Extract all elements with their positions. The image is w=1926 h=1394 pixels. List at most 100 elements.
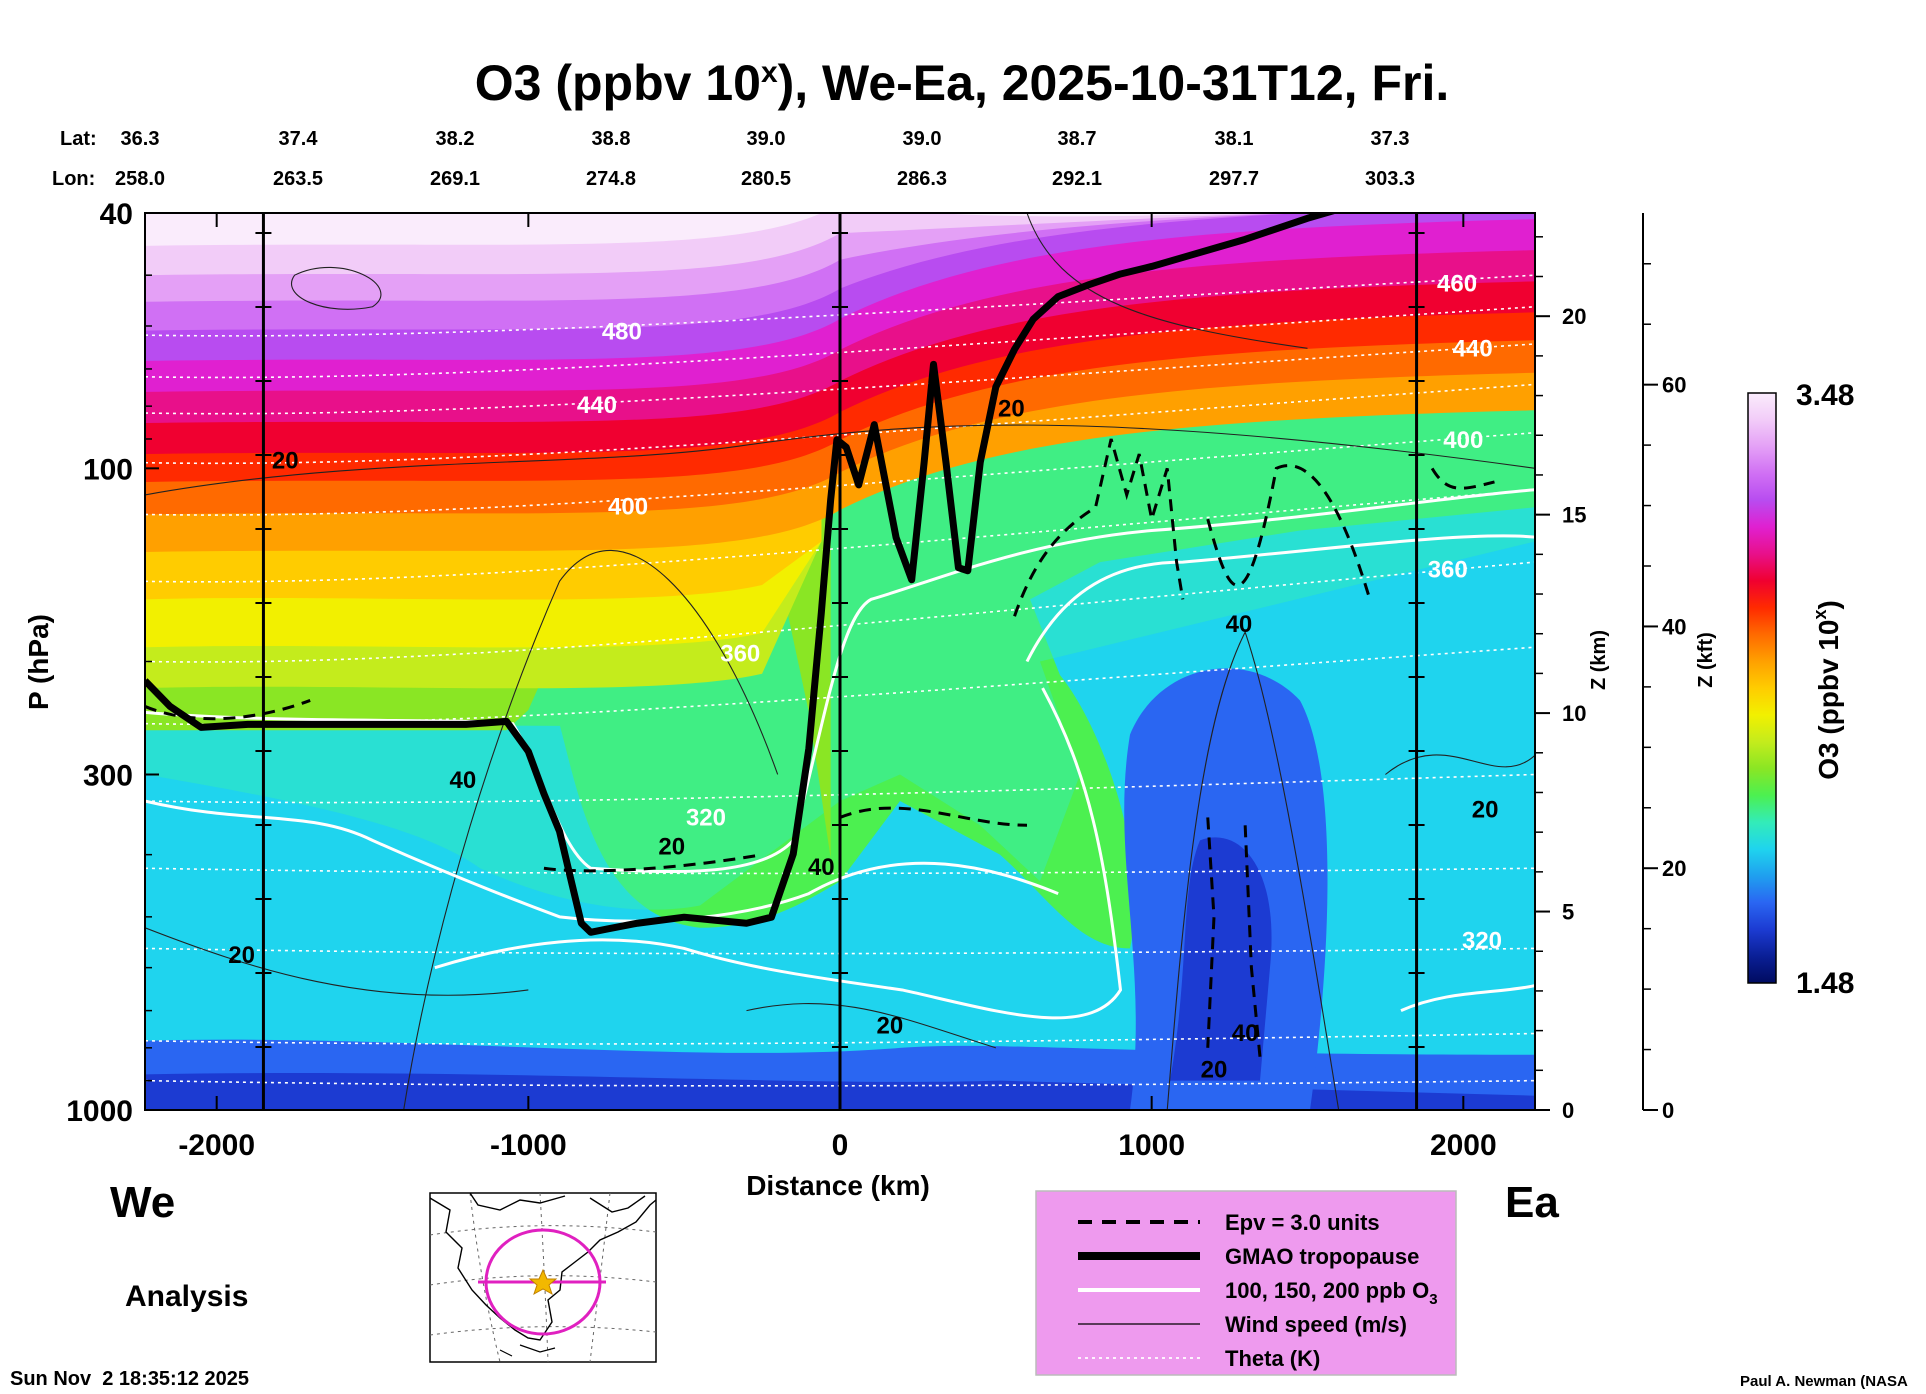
lat-value: 36.3 xyxy=(121,128,160,150)
lon-value: 280.5 xyxy=(741,168,791,190)
lon-value: 303.3 xyxy=(1365,168,1415,190)
wind-speed-line xyxy=(291,266,382,310)
theta-label: 360 xyxy=(720,641,760,668)
lat-value: 39.0 xyxy=(903,128,942,150)
theta-line xyxy=(145,431,1535,516)
tropopause-line xyxy=(145,213,1339,936)
z-kft-tick-label: 60 xyxy=(1662,373,1686,398)
wind-label: 40 xyxy=(808,854,835,881)
epv-line xyxy=(839,806,1028,827)
lat-lon-values: 36.3 37.4 38.2 38.8 39.0 39.0 38.7 38.1 37.3 258.… xyxy=(115,128,1415,190)
inset-map xyxy=(429,1192,657,1363)
z-km-tick-label: 0 xyxy=(1562,1098,1574,1123)
epv-line xyxy=(543,853,763,873)
field-band xyxy=(145,213,1535,246)
contour-overlays: 4804404003603204604404003603202020402040… xyxy=(145,213,1535,1110)
wind-speed-line xyxy=(145,927,529,996)
theta-label: 440 xyxy=(1453,336,1493,363)
chart-title: O3 (ppbv 10x), We-Ea, 2025-10-31T12, Fri… xyxy=(475,55,1449,111)
lon-value: 292.1 xyxy=(1052,168,1102,190)
z-km-tick-label: 20 xyxy=(1562,304,1586,329)
wind-speed-line xyxy=(1385,754,1535,775)
theta-line xyxy=(145,867,1535,875)
lat-value: 38.2 xyxy=(436,128,475,150)
ozone-contour xyxy=(434,687,1123,1020)
z-km-tick-label: 15 xyxy=(1562,503,1586,528)
theta-label: 360 xyxy=(1428,557,1468,584)
z-kft-axis-label: Z (kft) xyxy=(1695,632,1717,688)
epv-line xyxy=(1206,817,1263,1065)
epv-line xyxy=(1430,467,1495,490)
z-km-tick-label: 5 xyxy=(1562,900,1574,925)
z-kft-tick-label: 20 xyxy=(1662,856,1686,881)
epv-line xyxy=(1206,464,1372,600)
x-tick-label: -1000 xyxy=(490,1129,567,1162)
theta-line xyxy=(145,383,1535,465)
wind-label: 20 xyxy=(1472,796,1499,823)
wind-label: 20 xyxy=(877,1013,904,1040)
x-tick-label: 2000 xyxy=(1430,1129,1497,1162)
z-kft-tick-label: 40 xyxy=(1662,614,1686,639)
lat-value: 38.1 xyxy=(1215,128,1254,150)
colorbar-min-label: 1.48 xyxy=(1796,967,1854,1000)
lon-value: 263.5 xyxy=(273,168,323,190)
lon-value: 269.1 xyxy=(430,168,480,190)
theta-label: 400 xyxy=(1443,427,1483,454)
wind-label: 20 xyxy=(272,447,299,474)
analysis-label: Analysis xyxy=(125,1280,248,1313)
ozone-field xyxy=(145,213,1535,1110)
legend: Epv = 3.0 units GMAO tropopause 100, 150, … xyxy=(1035,1190,1457,1376)
lat-value: 37.3 xyxy=(1371,128,1410,150)
theta-label: 400 xyxy=(608,493,648,520)
map-center-star-icon xyxy=(528,1268,558,1296)
lon-value: 258.0 xyxy=(115,168,165,190)
y-tick-label: 100 xyxy=(83,453,133,486)
wind-label: 40 xyxy=(1226,611,1253,638)
x-tick-label: -2000 xyxy=(178,1129,255,1162)
y-tick-label: 300 xyxy=(83,759,133,792)
theta-label: 460 xyxy=(1437,270,1477,297)
colorbar: 3.48 1.48 O3 (ppbv 10x) xyxy=(1747,379,1854,1000)
wind-label: 20 xyxy=(998,395,1025,422)
wind-speed-line xyxy=(1166,630,1340,1110)
legend-label: GMAO tropopause xyxy=(1225,1244,1419,1269)
wind-label: 40 xyxy=(450,767,477,794)
theta-line xyxy=(145,343,1535,415)
wind-speed-line xyxy=(746,1003,996,1049)
wind-label: 20 xyxy=(658,834,685,861)
z-km-tick-label: 10 xyxy=(1562,701,1586,726)
theta-label: 320 xyxy=(686,804,726,831)
credit: Paul A. Newman (NASA xyxy=(1740,1373,1908,1390)
lat-value: 38.7 xyxy=(1058,128,1097,150)
legend-label: Theta (K) xyxy=(1225,1346,1320,1371)
y-axis-label: P (hPa) xyxy=(23,614,54,710)
lat-value: 38.8 xyxy=(592,128,631,150)
west-label: We xyxy=(110,1178,175,1227)
ozone-contour xyxy=(1025,534,1535,663)
theta-line xyxy=(145,1032,1535,1045)
east-label: Ea xyxy=(1505,1178,1559,1227)
legend-label: 100, 150, 200 ppb O3 xyxy=(1225,1278,1438,1308)
theta-line xyxy=(145,773,1535,804)
lon-value: 286.3 xyxy=(897,168,947,190)
theta-label: 480 xyxy=(602,319,642,346)
wind-speed-line xyxy=(1026,213,1308,349)
lon-value: 274.8 xyxy=(586,168,636,190)
wind-label: 20 xyxy=(1201,1057,1228,1084)
wind-label: 40 xyxy=(1232,1020,1259,1047)
legend-label: Epv = 3.0 units xyxy=(1225,1210,1380,1235)
theta-line xyxy=(145,305,1535,379)
theta-label: 320 xyxy=(1462,927,1502,954)
epv-line xyxy=(145,699,311,721)
axes: -2000 -1000 0 1000 2000 40 100 300 1000 0 5 10 15 20 0… xyxy=(66,198,1686,1162)
z-kft-tick-label: 0 xyxy=(1662,1098,1674,1123)
z-km-axis-label: Z (km) xyxy=(1588,630,1610,690)
y-tick-label: 40 xyxy=(100,198,133,231)
wind-speed-line xyxy=(145,424,1535,496)
theta-label: 440 xyxy=(577,392,617,419)
ozone-contour xyxy=(145,799,1059,923)
epv-line xyxy=(1013,438,1185,617)
theta-line xyxy=(145,488,1535,583)
field-band xyxy=(1170,837,1272,1081)
